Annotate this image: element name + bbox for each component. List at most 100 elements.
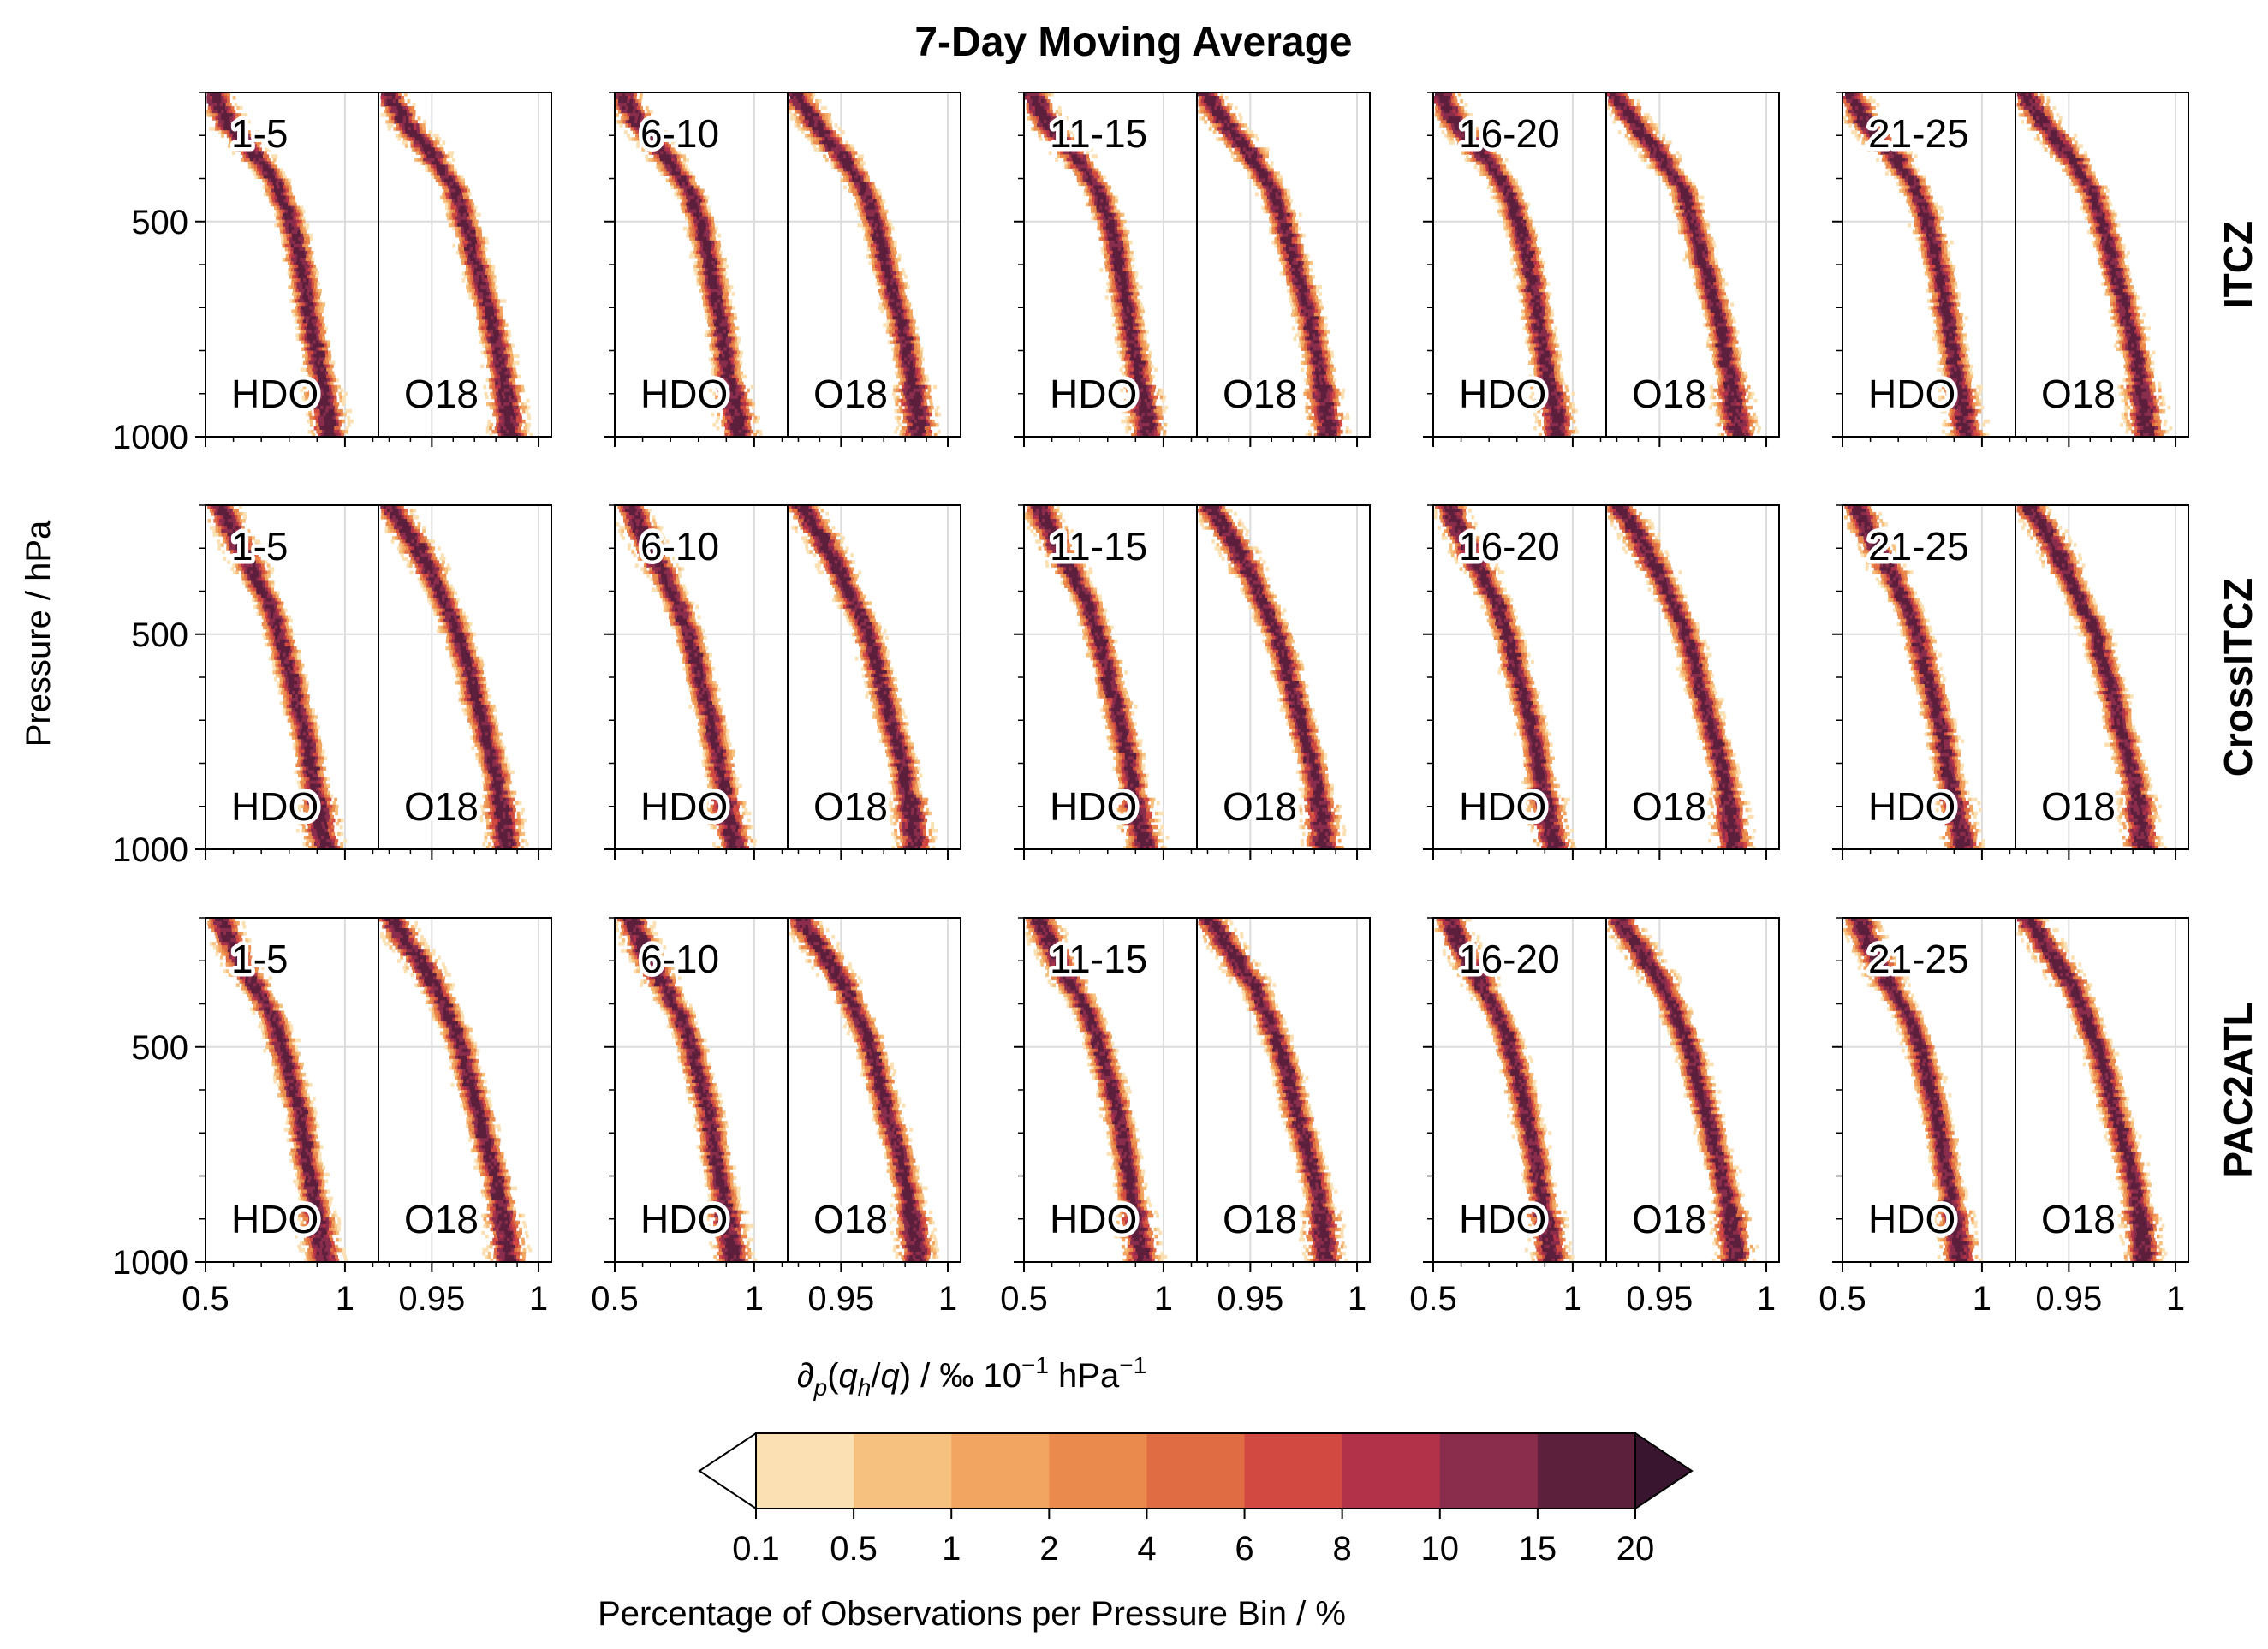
heatmap-cell bbox=[882, 271, 885, 276]
heatmap-cell bbox=[513, 423, 516, 427]
heatmap-cell bbox=[295, 289, 299, 293]
heatmap-cell bbox=[734, 354, 737, 359]
heatmap-cell bbox=[866, 206, 870, 211]
heatmap-cell bbox=[1130, 251, 1134, 255]
heatmap-cell bbox=[804, 106, 807, 110]
heatmap-cell bbox=[745, 430, 748, 434]
heatmap-cell bbox=[717, 313, 720, 317]
heatmap-cell bbox=[807, 106, 810, 110]
heatmap-cell bbox=[492, 402, 496, 407]
heatmap-cell bbox=[325, 396, 329, 400]
heatmap-cell bbox=[318, 347, 322, 351]
heatmap-cell bbox=[706, 196, 710, 200]
heatmap-cell bbox=[289, 258, 292, 262]
heatmap-cell bbox=[499, 361, 503, 366]
heatmap-cell bbox=[460, 193, 463, 197]
heatmap-cell bbox=[715, 271, 718, 276]
heatmap-cell bbox=[1104, 234, 1107, 238]
heatmap-cell bbox=[708, 316, 711, 320]
heatmap-cell bbox=[620, 106, 623, 110]
heatmap-cell bbox=[516, 423, 520, 427]
heatmap-cell bbox=[1040, 106, 1044, 110]
heatmap-cell bbox=[816, 103, 819, 107]
heatmap-cell bbox=[479, 271, 483, 276]
heatmap-cell bbox=[717, 361, 720, 366]
heatmap-cell bbox=[298, 306, 301, 310]
heatmap-cell bbox=[519, 389, 522, 393]
heatmap-cell bbox=[492, 389, 496, 393]
heatmap-cell bbox=[212, 113, 216, 117]
heatmap-cell bbox=[507, 365, 510, 369]
heatmap-cell bbox=[272, 193, 276, 197]
heatmap-cell bbox=[470, 217, 473, 221]
heatmap-cell bbox=[740, 351, 743, 355]
heatmap-cell bbox=[875, 265, 878, 269]
heatmap-cell bbox=[325, 372, 329, 376]
heatmap-cell bbox=[659, 161, 663, 165]
heatmap-cell bbox=[485, 299, 489, 303]
heatmap-cell bbox=[890, 271, 894, 276]
heatmap-cell bbox=[426, 137, 430, 141]
heatmap-cell bbox=[483, 282, 486, 286]
heatmap-cell bbox=[466, 268, 469, 272]
heatmap-cell bbox=[1038, 130, 1041, 134]
heatmap-cell bbox=[307, 292, 310, 296]
heatmap-cell bbox=[837, 147, 841, 152]
heatmap-cell bbox=[468, 268, 472, 272]
heatmap-cell bbox=[1098, 213, 1102, 217]
heatmap-cell bbox=[875, 217, 878, 221]
heatmap-cell bbox=[936, 423, 939, 427]
heatmap-cell bbox=[839, 134, 842, 138]
heatmap-cell bbox=[910, 389, 914, 393]
heatmap-cell bbox=[396, 99, 399, 104]
heatmap-cell bbox=[710, 347, 713, 351]
heatmap-cell bbox=[472, 282, 475, 286]
heatmap-cell bbox=[739, 423, 742, 427]
heatmap-cell bbox=[863, 175, 866, 179]
heatmap-cell bbox=[1123, 278, 1127, 283]
heatmap-cell bbox=[302, 227, 306, 231]
heatmap-cell bbox=[334, 396, 337, 400]
heatmap-cell bbox=[342, 402, 345, 407]
heatmap-cell bbox=[313, 416, 316, 420]
heatmap-cell bbox=[892, 254, 896, 259]
heatmap-cell bbox=[890, 319, 893, 324]
heatmap-cell bbox=[301, 278, 304, 283]
heatmap-cell bbox=[440, 158, 443, 162]
heatmap-cell bbox=[471, 206, 474, 211]
heatmap-cell bbox=[473, 261, 476, 265]
heatmap-cell bbox=[845, 161, 848, 165]
heatmap-cell bbox=[1098, 171, 1101, 176]
heatmap-cell bbox=[713, 319, 717, 324]
heatmap-cell bbox=[340, 399, 343, 403]
heatmap-cell bbox=[251, 161, 254, 165]
heatmap-cell bbox=[911, 354, 914, 359]
heatmap-cell bbox=[915, 333, 919, 337]
heatmap-cell bbox=[719, 275, 723, 279]
heatmap-cell bbox=[1097, 227, 1100, 231]
heatmap-cell bbox=[443, 158, 447, 162]
heatmap-cell bbox=[690, 230, 693, 235]
heatmap-cell bbox=[1044, 103, 1047, 107]
heatmap-cell bbox=[1085, 186, 1088, 190]
heatmap-cell bbox=[708, 217, 711, 221]
heatmap-cell bbox=[722, 354, 725, 359]
heatmap-cell bbox=[473, 237, 477, 241]
heatmap-cell bbox=[713, 230, 717, 235]
heatmap-cell bbox=[891, 299, 895, 303]
heatmap-cell bbox=[1069, 158, 1073, 162]
heatmap-cell bbox=[289, 268, 292, 272]
heatmap-cell bbox=[473, 206, 477, 211]
heatmap-cell bbox=[455, 175, 458, 179]
heatmap-cell bbox=[449, 196, 452, 200]
heatmap-cell bbox=[479, 309, 483, 313]
heatmap-cell bbox=[1088, 186, 1092, 190]
heatmap-cell bbox=[502, 423, 505, 427]
heatmap-cell bbox=[292, 230, 295, 235]
heatmap-cell bbox=[442, 182, 445, 187]
heatmap-cell bbox=[863, 223, 866, 228]
heatmap-cell bbox=[327, 343, 330, 348]
heatmap-cell bbox=[400, 106, 403, 110]
heatmap-cell bbox=[698, 234, 701, 238]
heatmap-cell bbox=[264, 175, 267, 179]
